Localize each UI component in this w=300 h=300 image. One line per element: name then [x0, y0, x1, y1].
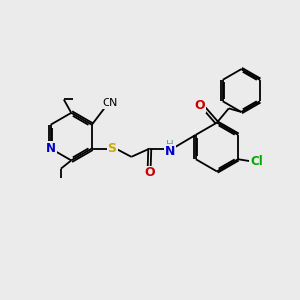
- Text: N: N: [109, 98, 118, 108]
- Text: C: C: [103, 98, 110, 108]
- Text: S: S: [107, 142, 116, 155]
- Text: N: N: [165, 145, 175, 158]
- Text: O: O: [195, 99, 205, 112]
- Text: H: H: [167, 140, 174, 150]
- Text: O: O: [144, 167, 154, 179]
- Text: Cl: Cl: [250, 155, 263, 168]
- Text: N: N: [46, 142, 56, 155]
